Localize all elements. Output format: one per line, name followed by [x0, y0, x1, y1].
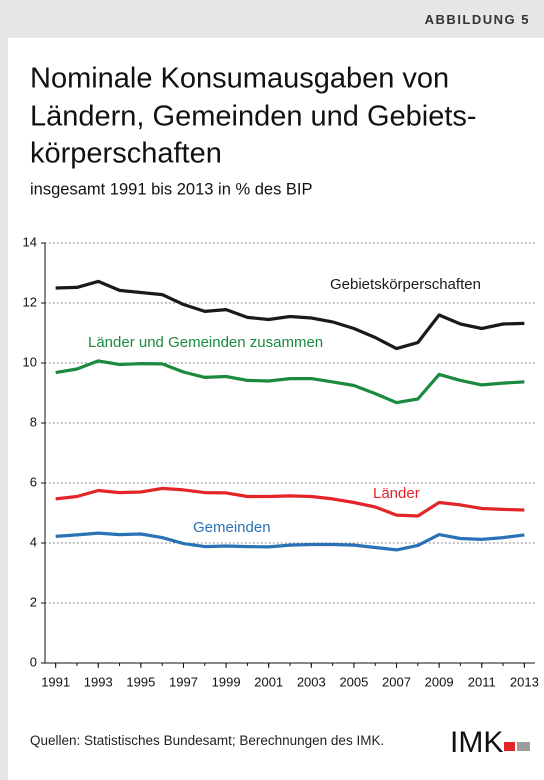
series-line	[55, 531, 525, 552]
chart-title-line: körperschaften	[30, 138, 222, 170]
y-tick-label: 14	[23, 234, 37, 249]
series-line	[55, 359, 525, 405]
x-tick-label: 1991	[41, 674, 70, 689]
series-label: Gebietskörperschaften	[330, 276, 481, 293]
series-label: Länder	[373, 485, 420, 502]
source-note: Quellen: Statistisches Bundesamt; Berech…	[30, 733, 385, 748]
series-label: Gemeinden	[193, 519, 271, 536]
x-tick-label: 1999	[212, 674, 241, 689]
logo: IMK	[450, 726, 503, 759]
x-tick-label: 1997	[169, 674, 198, 689]
series-line	[55, 486, 525, 518]
x-tick-label: 2009	[425, 674, 454, 689]
y-tick-label: 12	[23, 294, 37, 309]
x-tick-label: 2013	[510, 674, 539, 689]
y-tick-label: 10	[23, 354, 37, 369]
figure-badge: ABBILDUNG 5	[424, 12, 530, 27]
chart-subtitle: insgesamt 1991 bis 2013 in % des BIP	[30, 180, 313, 198]
y-tick-label: 0	[30, 654, 37, 669]
logo-mark	[517, 742, 530, 751]
x-tick-label: 2007	[382, 674, 411, 689]
x-tick-label: 2011	[468, 674, 496, 689]
series-label: Länder und Gemeinden zusammen	[88, 334, 323, 351]
x-tick-label: 2003	[297, 674, 326, 689]
x-tick-label: 2001	[254, 674, 283, 689]
y-tick-label: 8	[30, 414, 37, 429]
panel	[8, 38, 544, 780]
y-tick-label: 6	[30, 474, 37, 489]
series-line	[55, 279, 525, 351]
chart-title-line: Nominale Konsumausgaben von	[30, 63, 449, 95]
x-tick-label: 2005	[339, 674, 368, 689]
chart-title-line: Ländern, Gemeinden und Gebiets-	[30, 101, 477, 133]
x-tick-label: 1993	[84, 674, 113, 689]
y-tick-label: 2	[30, 594, 37, 609]
y-tick-label: 4	[30, 534, 37, 549]
logo-mark	[504, 742, 515, 751]
x-tick-label: 1995	[126, 674, 155, 689]
